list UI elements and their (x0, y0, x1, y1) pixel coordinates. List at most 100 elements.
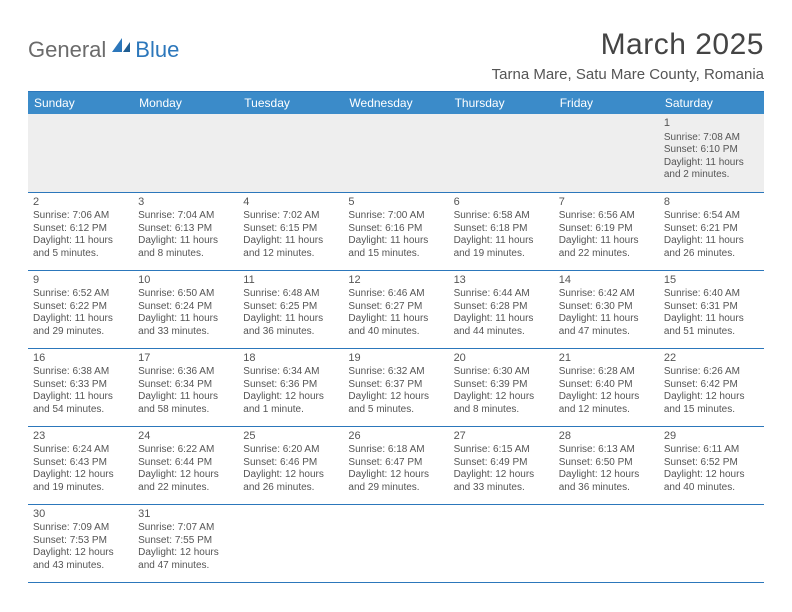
day-number: 26 (348, 430, 443, 444)
sunset-text: Sunset: 6:19 PM (559, 223, 654, 236)
day-number: 20 (454, 352, 549, 366)
sunrise-text: Sunrise: 6:24 AM (33, 444, 128, 457)
daylight-text: Daylight: 11 hours and 47 minutes. (559, 313, 654, 338)
daylight-text: Daylight: 12 hours and 40 minutes. (664, 469, 759, 494)
day-number: 9 (33, 274, 128, 288)
sunset-text: Sunset: 6:24 PM (138, 301, 233, 314)
sunset-text: Sunset: 6:50 PM (559, 457, 654, 470)
sunrise-text: Sunrise: 6:32 AM (348, 366, 443, 379)
sunset-text: Sunset: 6:12 PM (33, 223, 128, 236)
daylight-text: Daylight: 11 hours and 54 minutes. (33, 391, 128, 416)
calendar-cell: 30Sunrise: 7:09 AMSunset: 7:53 PMDayligh… (28, 504, 133, 582)
page-title: March 2025 (492, 28, 764, 62)
daylight-text: Daylight: 12 hours and 8 minutes. (454, 391, 549, 416)
daylight-text: Daylight: 12 hours and 22 minutes. (138, 469, 233, 494)
logo: General Blue (28, 34, 179, 66)
calendar-cell: 24Sunrise: 6:22 AMSunset: 6:44 PMDayligh… (133, 426, 238, 504)
calendar-cell: 17Sunrise: 6:36 AMSunset: 6:34 PMDayligh… (133, 348, 238, 426)
sunset-text: Sunset: 7:53 PM (33, 535, 128, 548)
sunrise-text: Sunrise: 6:46 AM (348, 288, 443, 301)
calendar-week-row: 9Sunrise: 6:52 AMSunset: 6:22 PM Daylight… (28, 270, 764, 348)
sunrise-text: Sunrise: 6:48 AM (243, 288, 338, 301)
sunset-text: Sunset: 6:34 PM (138, 379, 233, 392)
day-number: 6 (454, 196, 549, 210)
sunset-text: Sunset: 6:42 PM (664, 379, 759, 392)
day-header-row: Sunday Monday Tuesday Wednesday Thursday… (28, 92, 764, 115)
location-text: Tarna Mare, Satu Mare County, Romania (492, 66, 764, 83)
sunrise-text: Sunrise: 6:40 AM (664, 288, 759, 301)
sunrise-text: Sunrise: 6:30 AM (454, 366, 549, 379)
daylight-text: Daylight: 11 hours and 15 minutes. (348, 235, 443, 260)
day-header: Sunday (28, 92, 133, 115)
daylight-text: Daylight: 11 hours and 33 minutes. (138, 313, 233, 338)
calendar-cell: 9Sunrise: 6:52 AMSunset: 6:22 PMDaylight… (28, 270, 133, 348)
day-number: 2 (33, 196, 128, 210)
sunrise-text: Sunrise: 6:52 AM (33, 288, 128, 301)
calendar-cell (238, 114, 343, 192)
day-number: 19 (348, 352, 443, 366)
sunset-text: Sunset: 6:47 PM (348, 457, 443, 470)
daylight-text: Daylight: 12 hours and 47 minutes. (138, 547, 233, 572)
day-number: 30 (33, 508, 128, 522)
daylight-text: Daylight: 11 hours and 40 minutes. (348, 313, 443, 338)
sunrise-text: Sunrise: 7:06 AM (33, 210, 128, 223)
calendar-cell: 19Sunrise: 6:32 AMSunset: 6:37 PMDayligh… (343, 348, 448, 426)
calendar-cell: 29Sunrise: 6:11 AMSunset: 6:52 PMDayligh… (659, 426, 764, 504)
day-header: Tuesday (238, 92, 343, 115)
day-number: 3 (138, 196, 233, 210)
day-number: 13 (454, 274, 549, 288)
calendar-cell: 7Sunrise: 6:56 AMSunset: 6:19 PMDaylight… (554, 192, 659, 270)
sunrise-text: Sunrise: 6:58 AM (454, 210, 549, 223)
sunset-text: Sunset: 6:18 PM (454, 223, 549, 236)
calendar-week-row: 23Sunrise: 6:24 AMSunset: 6:43 PMDayligh… (28, 426, 764, 504)
daylight-text: Daylight: 12 hours and 26 minutes. (243, 469, 338, 494)
calendar-cell: 13Sunrise: 6:44 AMSunset: 6:28 PMDayligh… (449, 270, 554, 348)
day-number: 24 (138, 430, 233, 444)
day-number: 28 (559, 430, 654, 444)
calendar-cell (343, 114, 448, 192)
sunrise-text: Sunrise: 6:36 AM (138, 366, 233, 379)
calendar-cell (133, 114, 238, 192)
day-number: 25 (243, 430, 338, 444)
sunrise-text: Sunrise: 6:44 AM (454, 288, 549, 301)
sunset-text: Sunset: 6:15 PM (243, 223, 338, 236)
daylight-text: Daylight: 11 hours and 36 minutes. (243, 313, 338, 338)
header: General Blue March 2025 Tarna Mare, Satu… (28, 28, 764, 83)
calendar-cell: 10Sunrise: 6:50 AMSunset: 6:24 PMDayligh… (133, 270, 238, 348)
day-number: 16 (33, 352, 128, 366)
sunrise-text: Sunrise: 7:02 AM (243, 210, 338, 223)
calendar-week-row: 16Sunrise: 6:38 AMSunset: 6:33 PMDayligh… (28, 348, 764, 426)
calendar-cell: 20Sunrise: 6:30 AMSunset: 6:39 PMDayligh… (449, 348, 554, 426)
sunset-text: Sunset: 6:52 PM (664, 457, 759, 470)
daylight-text: Daylight: 11 hours and 44 minutes. (454, 313, 549, 338)
sunrise-text: Sunrise: 7:09 AM (33, 522, 128, 535)
day-number: 21 (559, 352, 654, 366)
sunrise-text: Sunrise: 6:54 AM (664, 210, 759, 223)
sunset-text: Sunset: 6:22 PM (33, 301, 128, 314)
sunset-text: Sunset: 6:33 PM (33, 379, 128, 392)
calendar-week-row: 30Sunrise: 7:09 AMSunset: 7:53 PM Dayligh… (28, 504, 764, 582)
calendar-table: Sunday Monday Tuesday Wednesday Thursday… (28, 91, 764, 583)
day-number: 8 (664, 196, 759, 210)
sunrise-text: Sunrise: 7:08 AM (664, 132, 759, 145)
day-number: 4 (243, 196, 338, 210)
calendar-cell (449, 114, 554, 192)
sunrise-text: Sunrise: 6:26 AM (664, 366, 759, 379)
calendar-cell (238, 504, 343, 582)
sunset-text: Sunset: 6:30 PM (559, 301, 654, 314)
day-number: 5 (348, 196, 443, 210)
daylight-text: Daylight: 11 hours and 8 minutes. (138, 235, 233, 260)
sunrise-text: Sunrise: 6:18 AM (348, 444, 443, 457)
sunset-text: Sunset: 6:28 PM (454, 301, 549, 314)
daylight-text: Daylight: 11 hours and 12 minutes. (243, 235, 338, 260)
daylight-text: Daylight: 12 hours and 36 minutes. (559, 469, 654, 494)
calendar-cell: 8Sunrise: 6:54 AMSunset: 6:21 PMDaylight… (659, 192, 764, 270)
daylight-text: Daylight: 11 hours and 5 minutes. (33, 235, 128, 260)
day-number: 27 (454, 430, 549, 444)
day-number: 22 (664, 352, 759, 366)
day-number: 7 (559, 196, 654, 210)
daylight-text: Daylight: 11 hours and 58 minutes. (138, 391, 233, 416)
daylight-text: Daylight: 12 hours and 19 minutes. (33, 469, 128, 494)
calendar-cell (449, 504, 554, 582)
sunrise-text: Sunrise: 6:11 AM (664, 444, 759, 457)
